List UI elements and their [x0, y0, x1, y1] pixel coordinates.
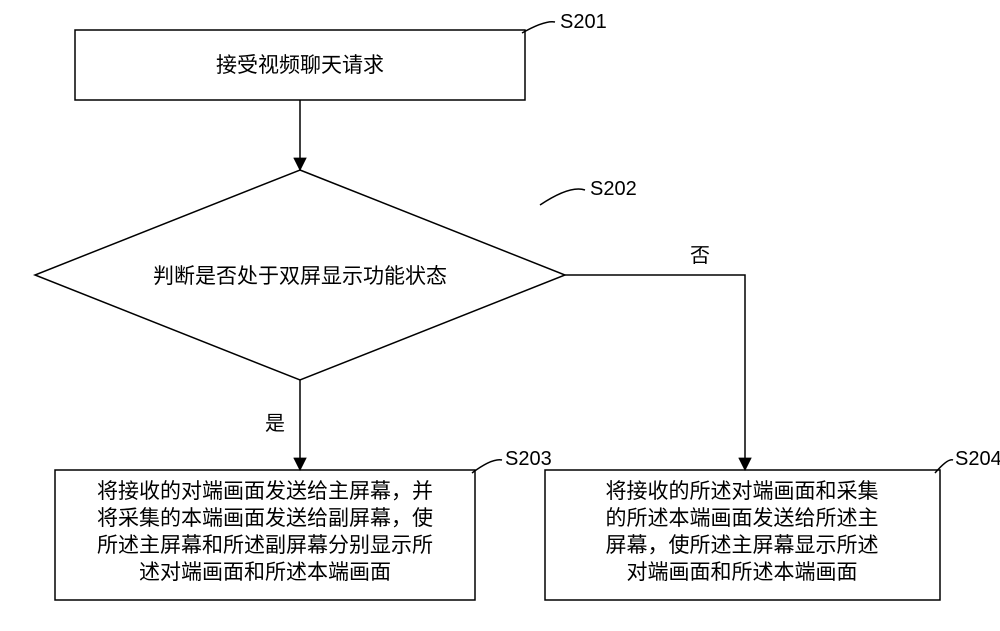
node-text-s201-line0: 接受视频聊天请求	[216, 53, 384, 77]
node-text-s203-line3: 述对端画面和所述本端画面	[139, 560, 391, 584]
node-s201: 接受视频聊天请求	[75, 30, 525, 100]
step-label-s203: S203	[505, 448, 552, 470]
step-label-s202: S202	[590, 178, 637, 200]
node-text-s203-line2: 所述主屏幕和所述副屏幕分别显示所	[97, 533, 433, 557]
node-text-s204-line2: 屏幕，使所述主屏幕显示所述	[606, 533, 879, 557]
edge-e3_no	[565, 275, 745, 470]
node-s204: 将接收的所述对端画面和采集的所述本端画面发送给所述主屏幕，使所述主屏幕显示所述对…	[545, 470, 940, 600]
node-text-s202-line0: 判断是否处于双屏显示功能状态	[153, 264, 447, 288]
step-label-s201: S201	[560, 11, 607, 33]
node-text-s204-line3: 对端画面和所述本端画面	[627, 560, 858, 584]
node-text-s203-line0: 将接收的对端画面发送给主屏幕，并	[97, 479, 433, 503]
node-text-s204-line0: 将接收的所述对端画面和采集	[606, 479, 879, 503]
step-label-s204: S204	[955, 448, 1000, 470]
edge-label-e3_no: 否	[690, 245, 710, 267]
node-s202: 判断是否处于双屏显示功能状态	[35, 170, 565, 380]
edge-label-e2_yes: 是	[265, 413, 285, 435]
node-text-s203-line1: 将采集的本端画面发送给副屏幕，使	[97, 506, 433, 530]
node-s203: 将接收的对端画面发送给主屏幕，并将采集的本端画面发送给副屏幕，使所述主屏幕和所述…	[55, 470, 475, 600]
node-text-s204-line1: 的所述本端画面发送给所述主	[606, 506, 879, 530]
